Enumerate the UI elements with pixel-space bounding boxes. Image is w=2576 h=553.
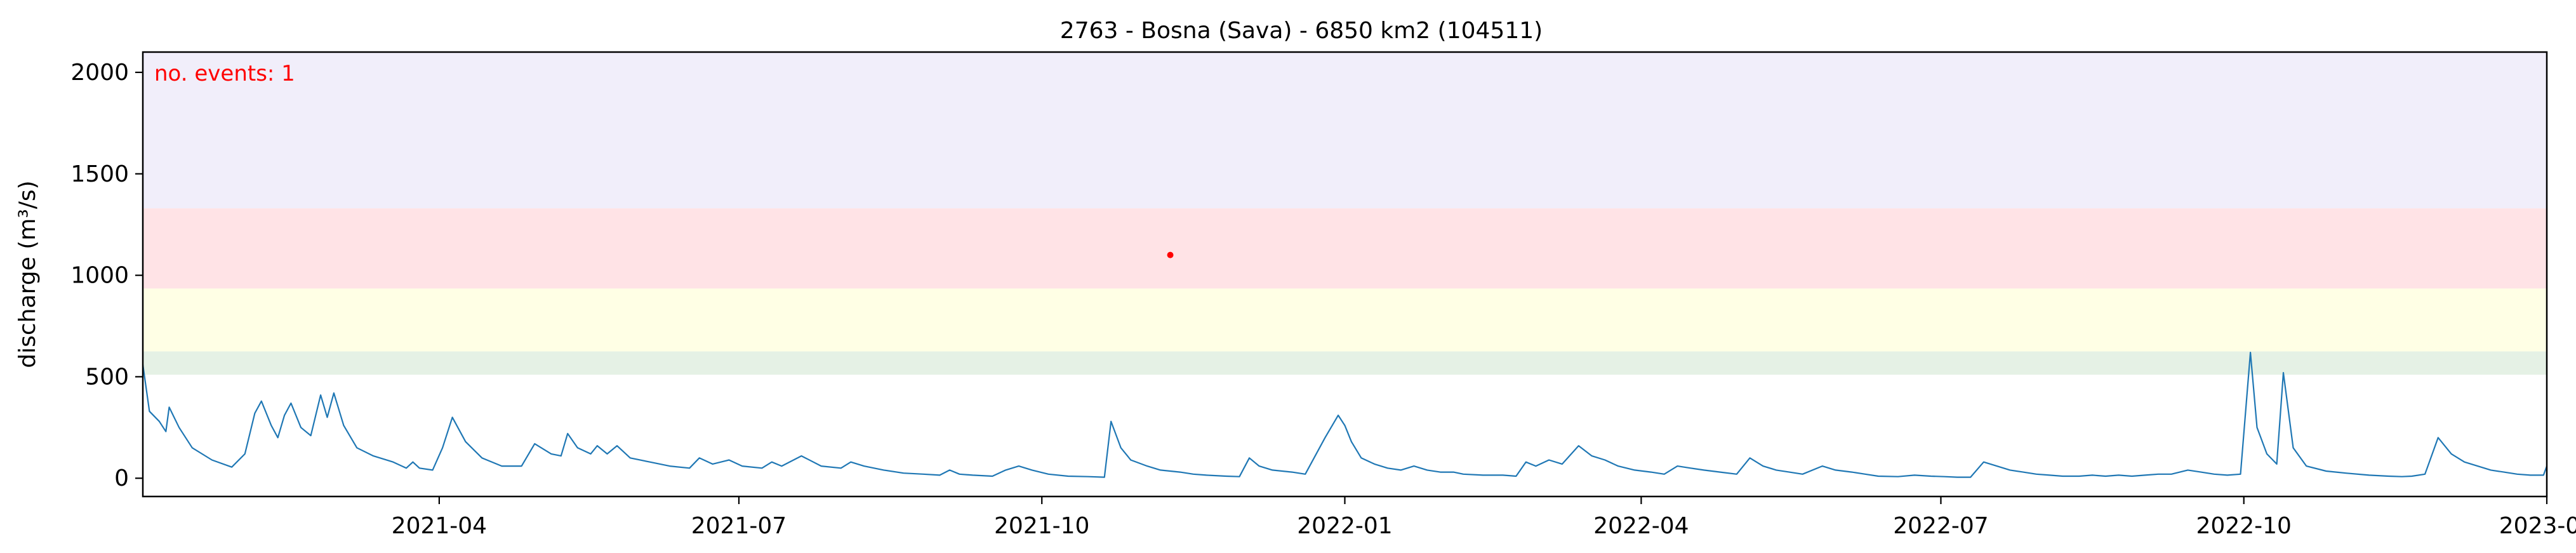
events-count-annotation: no. events: 1 — [154, 61, 295, 86]
chart-title: 2763 - Bosna (Sava) - 6850 km2 (104511) — [1060, 18, 1543, 44]
x-tick-label: 2021-04 — [392, 513, 487, 539]
discharge-line — [142, 352, 2548, 478]
x-axis-ticks: 2021-04 2021-07 2021-10 2022-01 2022-04 2022-… — [392, 496, 2576, 539]
y-axis-ticks: 0 500 1000 1500 2000 — [70, 60, 143, 491]
x-tick-label: 2021-07 — [691, 513, 787, 539]
x-tick-label: 2022-10 — [2196, 513, 2292, 539]
threshold-band-4 — [143, 52, 2547, 209]
x-tick-label: 2022-04 — [1593, 513, 1689, 539]
threshold-bands — [143, 52, 2547, 375]
y-tick-label: 1000 — [70, 263, 129, 289]
threshold-band-2 — [143, 288, 2547, 352]
event-markers — [1167, 251, 1174, 258]
threshold-band-3 — [143, 208, 2547, 289]
threshold-band-1 — [143, 351, 2547, 375]
discharge-series — [142, 352, 2548, 478]
y-tick-label: 2000 — [70, 60, 129, 86]
x-tick-label: 2022-07 — [1893, 513, 1988, 539]
y-tick-label: 500 — [85, 364, 129, 390]
x-tick-label: 2023-01 — [2499, 513, 2576, 539]
x-tick-label: 2022-01 — [1297, 513, 1392, 539]
x-tick-label: 2021-10 — [994, 513, 1089, 539]
y-tick-label: 0 — [114, 465, 129, 491]
y-axis-label: discharge (m³/s) — [15, 180, 41, 368]
y-tick-label: 1500 — [70, 161, 129, 187]
event-marker — [1167, 251, 1174, 258]
